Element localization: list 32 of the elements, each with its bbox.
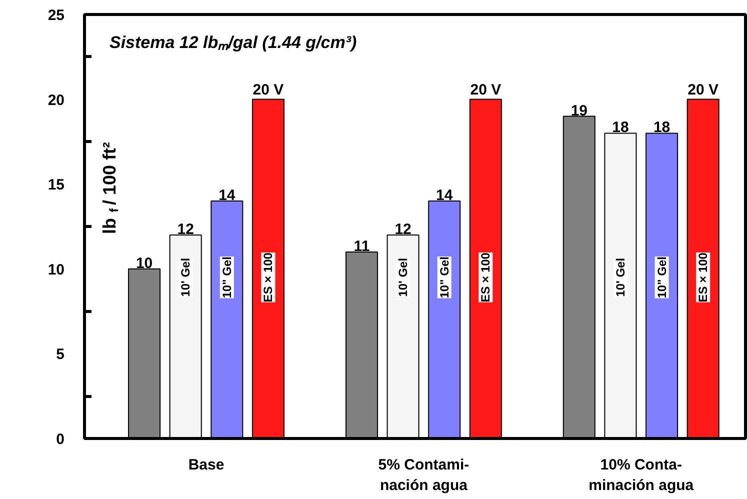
x-tick-label: 5% Contami- nación agua <box>378 456 470 494</box>
y-tick-label: 5 <box>56 346 64 364</box>
data-label: 14 <box>436 187 454 204</box>
text: 10" Gel <box>437 256 452 298</box>
y-axis-title: lbf / 100 ft² <box>100 142 121 234</box>
text: ES × 100 <box>478 252 493 302</box>
series-label: 10' Gel <box>178 258 193 297</box>
series-label: ES × 100 <box>261 252 276 302</box>
data-label: 14 <box>218 187 236 204</box>
text: 10' Gel <box>396 258 410 297</box>
data-label: 12 <box>177 220 194 238</box>
y-tick-label: 20 <box>48 92 65 109</box>
text: 10" Gel <box>220 256 234 298</box>
y-tick-label: 10 <box>48 261 65 278</box>
text: 10' Gel <box>613 258 628 297</box>
data-label: 11 <box>354 238 370 255</box>
text: Sistema 12 lbₘ/gal (1.44 g/cm³) <box>110 33 357 52</box>
series-label: 10" Gel <box>654 256 669 298</box>
x-tick-label: Base <box>188 456 224 474</box>
y-tick-label: 15 <box>48 176 65 194</box>
text: ES × 100 <box>696 252 710 302</box>
data-label: 12 <box>394 220 412 238</box>
data-label: 10 <box>136 254 153 272</box>
data-label: 20 V <box>688 81 719 98</box>
data-label: 19 <box>570 102 588 120</box>
data-label: 20 V <box>252 81 284 98</box>
data-label: 18 <box>653 119 670 136</box>
y-tick-label: 0 <box>56 431 64 448</box>
y-tick-label: 25 <box>48 7 65 24</box>
data-label: 20 V <box>470 81 502 98</box>
x-tick-label: 10% Conta- minación agua <box>588 456 694 494</box>
data-label: 18 <box>612 119 629 136</box>
